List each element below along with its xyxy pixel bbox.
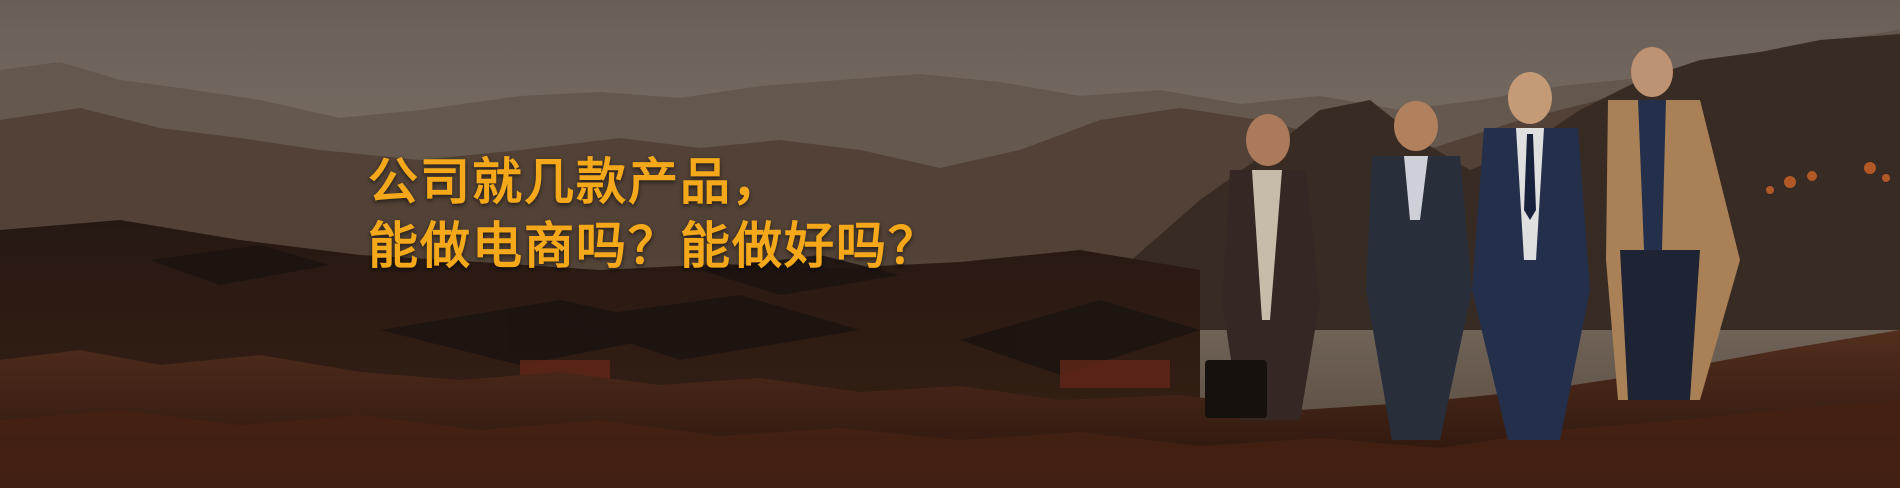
headline-line-1: 公司就几款产品，	[368, 153, 784, 211]
headline-line-2: 能做电商吗？能做好吗？	[368, 217, 940, 275]
banner-headline: 公司就几款产品， 能做电商吗？能做好吗？	[368, 150, 940, 278]
model-2-figure	[1366, 101, 1472, 440]
model-1-figure	[1205, 114, 1320, 420]
model-4-figure	[1606, 47, 1740, 400]
model-3-figure	[1472, 72, 1590, 440]
